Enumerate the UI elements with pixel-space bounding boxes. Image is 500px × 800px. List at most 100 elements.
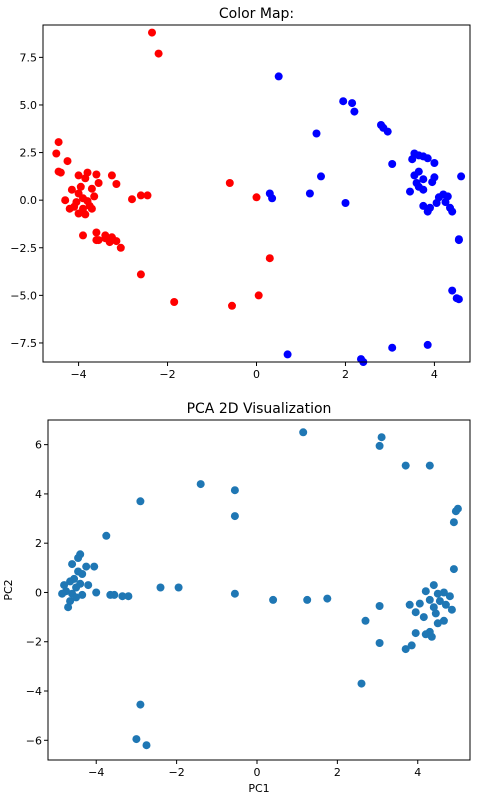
data-point: [174, 583, 183, 592]
series-1: [58, 428, 462, 750]
data-point: [427, 632, 436, 641]
data-point: [81, 210, 90, 219]
y-tick-label: −4: [26, 685, 42, 698]
data-point: [283, 350, 292, 359]
series-1: [52, 28, 274, 310]
y-tick-label: 7.5: [20, 51, 38, 64]
data-point: [265, 254, 274, 263]
data-point: [92, 228, 101, 237]
data-point: [112, 237, 121, 246]
y-tick-label: 2: [35, 537, 42, 550]
y-tick-label: 0.0: [20, 194, 38, 207]
chart-1: Color Map: −4 −2 0 2 4 −7.5 −5.0 −2.5 0.0 2.5 5.0 7.…: [10, 6, 471, 381]
x-tick-label: −2: [169, 766, 185, 779]
data-point: [419, 613, 428, 622]
data-point: [72, 583, 81, 592]
data-point: [65, 204, 74, 213]
data-point: [407, 641, 416, 650]
data-point: [341, 199, 350, 207]
data-point: [154, 49, 163, 58]
data-point: [419, 175, 428, 184]
data-point: [92, 170, 101, 179]
x-tick-label: −4: [70, 368, 86, 381]
y-tick-label: −5.0: [10, 289, 37, 302]
data-point: [102, 531, 111, 540]
x-tick-label: 2: [334, 766, 341, 779]
data-point: [457, 172, 466, 181]
data-point: [448, 286, 457, 295]
data-point: [60, 581, 69, 590]
data-point: [447, 605, 456, 614]
data-point: [136, 270, 145, 279]
data-point: [148, 28, 156, 37]
data-point: [84, 581, 93, 590]
data-point: [431, 609, 440, 618]
data-point: [432, 199, 441, 207]
data-point: [230, 512, 239, 521]
data-point: [425, 595, 434, 604]
data-point: [388, 160, 397, 168]
y-tick-label: −7.5: [10, 337, 37, 350]
plot-frame: [47, 419, 471, 761]
data-point: [112, 180, 121, 188]
data-point: [54, 138, 63, 147]
data-point: [110, 590, 119, 599]
data-point: [94, 179, 103, 187]
data-point: [348, 99, 357, 108]
data-point: [136, 191, 145, 200]
data-point: [323, 594, 332, 603]
data-point: [423, 154, 432, 163]
data-point: [415, 599, 424, 608]
data-point: [305, 189, 314, 198]
data-point: [143, 191, 152, 200]
data-point: [375, 602, 384, 610]
data-point: [254, 291, 263, 300]
series-2: [265, 72, 466, 366]
x-tick-label: 4: [431, 368, 438, 381]
data-point: [423, 340, 432, 349]
data-point: [448, 207, 457, 216]
data-point: [419, 201, 428, 210]
data-point: [225, 179, 234, 187]
y-tick-label: −2.5: [10, 242, 37, 255]
data-point: [87, 184, 96, 193]
y-tick-label: 6: [35, 439, 42, 452]
data-point: [441, 198, 450, 207]
data-point: [383, 127, 392, 136]
data-point: [78, 570, 87, 578]
data-point: [52, 149, 61, 158]
data-point: [401, 461, 410, 470]
data-point: [132, 735, 141, 744]
data-point: [269, 595, 278, 604]
data-point: [66, 577, 75, 586]
data-point: [430, 173, 439, 182]
data-point: [87, 204, 96, 213]
data-point: [357, 679, 366, 688]
data-point: [449, 518, 458, 527]
data-point: [56, 168, 65, 177]
y-tick-label: 5.0: [20, 99, 38, 112]
x-tick-label: 0: [253, 368, 260, 381]
data-point: [74, 554, 83, 562]
data-point: [79, 231, 87, 240]
y-axis-label: PC2: [2, 579, 15, 600]
data-point: [454, 236, 463, 245]
data-point: [228, 301, 236, 310]
data-point: [74, 171, 83, 180]
data-point: [74, 209, 83, 218]
data-point: [388, 343, 397, 352]
data-point: [92, 236, 101, 245]
data-point: [83, 168, 92, 177]
data-point: [375, 441, 384, 450]
data-point: [411, 608, 420, 617]
data-point: [76, 182, 85, 191]
data-point: [72, 593, 81, 602]
data-point: [439, 588, 448, 597]
data-point: [196, 480, 205, 489]
data-point: [142, 741, 151, 750]
x-tick-label: 2: [342, 368, 349, 381]
data-point: [433, 619, 442, 628]
data-point: [118, 592, 127, 601]
data-point: [405, 600, 414, 609]
data-point: [156, 583, 165, 592]
